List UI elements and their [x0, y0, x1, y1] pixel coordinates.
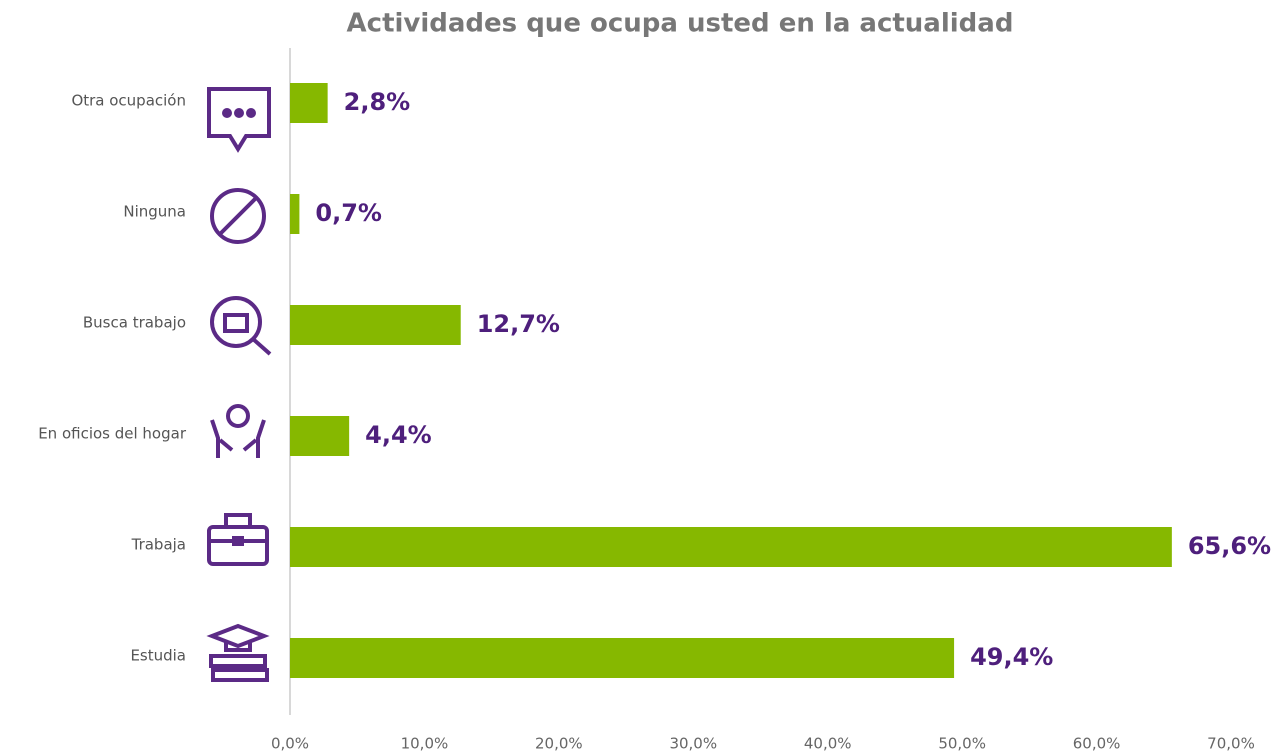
icon-search: [210, 296, 262, 348]
value-label: 12,7%: [477, 310, 560, 338]
bar: [290, 638, 955, 678]
icon-dot: [234, 108, 244, 118]
icon-case-small: [223, 313, 249, 333]
value-label: 4,4%: [365, 421, 432, 449]
icon-lock: [232, 536, 244, 546]
icon-chat: [207, 87, 271, 153]
icon-home: [226, 404, 250, 428]
x-tick-label: 40,0%: [804, 735, 852, 753]
y-tick-label: Otra ocupación: [71, 92, 186, 110]
icon-book: [209, 654, 267, 668]
bar: [290, 416, 350, 456]
value-label: 2,8%: [344, 88, 411, 116]
value-label: 49,4%: [970, 643, 1053, 671]
x-tick-label: 10,0%: [401, 735, 449, 753]
icon-dot: [246, 108, 256, 118]
x-tick-label: 70,0%: [1207, 735, 1255, 753]
icon-dot: [222, 108, 232, 118]
icon-hands: [210, 419, 266, 458]
x-tick-label: 30,0%: [669, 735, 717, 753]
y-tick-label: Estudia: [130, 647, 186, 665]
x-tick-label: 50,0%: [938, 735, 986, 753]
x-tick-label: 20,0%: [535, 735, 583, 753]
bar: [290, 527, 1172, 567]
x-tick-label: 60,0%: [1073, 735, 1121, 753]
value-label: 65,6%: [1188, 532, 1271, 560]
chart-title: Actividades que ocupa usted en la actual…: [347, 9, 1014, 39]
icons: [206, 87, 272, 682]
bar: [290, 305, 461, 345]
y-tick-label: En oficios del hogar: [38, 425, 187, 443]
icon-search-handle: [251, 337, 272, 356]
bar: [290, 194, 300, 234]
x-tick-label: 0,0%: [271, 735, 309, 753]
icon-briefcase: [207, 525, 269, 566]
bar: [290, 83, 328, 123]
icon-book: [211, 668, 269, 682]
value-label: 0,7%: [315, 199, 382, 227]
y-tick-label: Busca trabajo: [83, 314, 186, 332]
icon-none-slash: [218, 196, 258, 236]
y-tick-label: Trabaja: [131, 536, 186, 554]
y-tick-label: Ninguna: [123, 203, 186, 221]
icon-none: [210, 188, 266, 244]
icon-cap: [206, 623, 270, 652]
